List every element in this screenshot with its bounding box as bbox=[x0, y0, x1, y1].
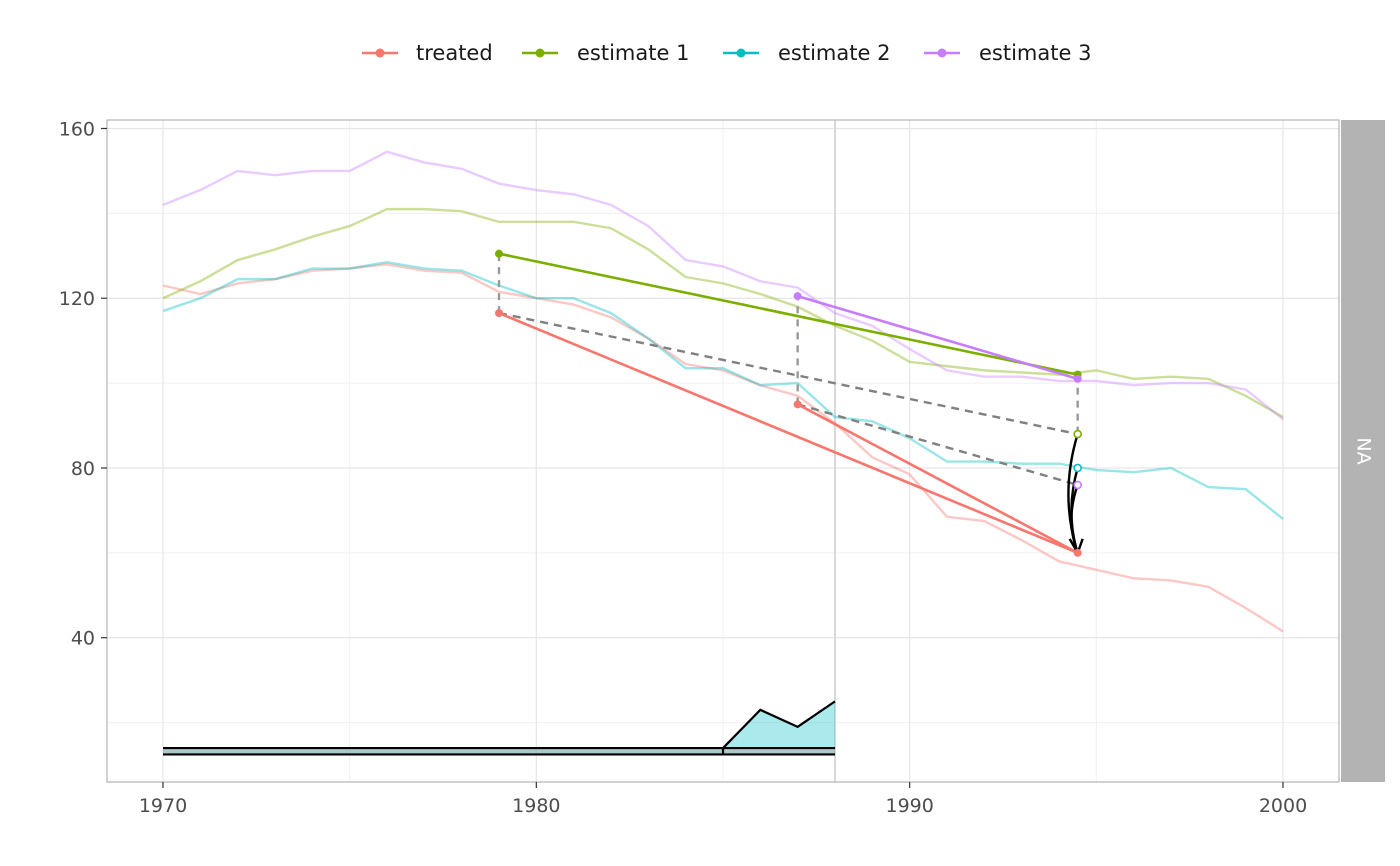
panel-border bbox=[106, 119, 1340, 783]
legend-label-estimate-3: estimate 3 bbox=[979, 41, 1091, 65]
estimate-point-estimate-3 bbox=[793, 292, 802, 301]
effect-arrows bbox=[1067, 433, 1084, 556]
estimate-points bbox=[495, 249, 1082, 557]
counterfactual-lines bbox=[497, 253, 1079, 487]
estimate-segment-estimate-1 bbox=[498, 252, 1078, 376]
plot-panel bbox=[106, 119, 1340, 783]
estimate-segment-treated bbox=[498, 311, 1079, 555]
estimate-segment-estimate-3 bbox=[797, 294, 1079, 381]
counterfactual-point-estimate-3 bbox=[1073, 480, 1082, 490]
legend-label-estimate-1: estimate 1 bbox=[577, 41, 689, 65]
minor-gridlines bbox=[107, 120, 1339, 782]
series-line-estimate-1 bbox=[162, 207, 1284, 419]
legend-label-estimate-2: estimate 2 bbox=[778, 41, 890, 65]
estimate-point-estimate-1 bbox=[495, 249, 503, 258]
x-axis: 1970 1980 1990 2000 bbox=[139, 782, 1307, 817]
weight-outline-estimate-2 bbox=[721, 700, 836, 755]
series-line-treated bbox=[162, 263, 1284, 633]
counterfactual-line bbox=[498, 311, 1078, 436]
estimate-point-treated bbox=[495, 309, 503, 318]
y-tick-label: 80 bbox=[71, 458, 95, 480]
y-tick-label: 120 bbox=[59, 288, 95, 310]
facet-strip-label: NA bbox=[1353, 437, 1375, 464]
legend-item-treated[interactable]: treated bbox=[362, 41, 493, 65]
estimate-point-estimate-3-end bbox=[1073, 374, 1082, 383]
facet-strip: NA bbox=[1341, 120, 1385, 782]
major-gridlines bbox=[107, 120, 1339, 782]
weight-band-treated bbox=[163, 748, 835, 755]
legend-item-estimate-1[interactable]: estimate 1 bbox=[522, 41, 689, 65]
x-tick-label: 1980 bbox=[512, 795, 560, 817]
estimate-point-treated-end bbox=[1073, 548, 1082, 557]
counterfactual-line bbox=[797, 403, 1078, 487]
effect-arrow-estimate-3 bbox=[1070, 484, 1079, 551]
legend-item-estimate-2[interactable]: estimate 2 bbox=[723, 41, 890, 65]
counterfactual-point-estimate-2 bbox=[1073, 463, 1082, 473]
series-line-estimate-3 bbox=[162, 150, 1284, 421]
estimate-segments bbox=[498, 252, 1079, 555]
legend-label-treated: treated bbox=[416, 41, 493, 65]
x-tick-label: 1970 bbox=[139, 795, 187, 817]
estimate-point-treated bbox=[793, 400, 802, 409]
x-tick-label: 2000 bbox=[1259, 795, 1307, 817]
estimate-segment-treated bbox=[797, 403, 1079, 554]
weights-layer bbox=[163, 700, 836, 756]
series-lines bbox=[162, 150, 1284, 633]
counterfactual-point-estimate-1 bbox=[1073, 429, 1082, 439]
y-axis: 40 80 120 160 bbox=[59, 118, 107, 650]
y-tick-label: 160 bbox=[59, 118, 95, 140]
y-tick-label: 40 bbox=[71, 628, 95, 650]
legend-item-estimate-3[interactable]: estimate 3 bbox=[924, 41, 1091, 65]
x-tick-label: 1990 bbox=[885, 795, 933, 817]
legend: treated estimate 1 estimate 2 estimate 3 bbox=[362, 41, 1091, 65]
series-line-estimate-2 bbox=[162, 260, 1284, 520]
